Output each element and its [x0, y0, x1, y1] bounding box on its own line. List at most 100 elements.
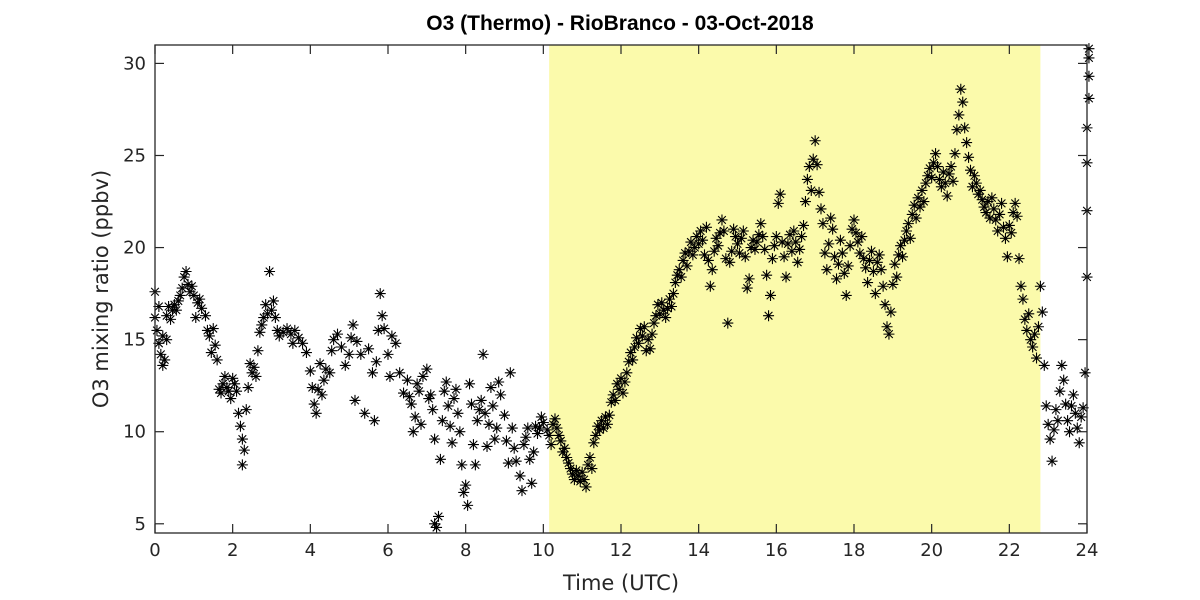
data-point — [289, 324, 301, 336]
data-point — [794, 243, 806, 255]
data-point — [920, 177, 932, 189]
data-point — [335, 341, 347, 353]
data-point — [611, 378, 623, 390]
data-point — [770, 231, 782, 243]
data-point — [893, 249, 905, 261]
data-point — [1083, 70, 1095, 82]
data-point — [831, 273, 843, 285]
data-point — [366, 367, 378, 379]
data-point — [308, 398, 320, 410]
data-point — [716, 214, 728, 226]
data-point — [359, 407, 371, 419]
data-point — [506, 422, 518, 434]
data-point — [1005, 227, 1017, 239]
data-point — [537, 417, 549, 429]
data-point — [829, 251, 841, 263]
data-point — [743, 273, 755, 285]
data-point — [698, 249, 710, 261]
data-point — [584, 451, 596, 463]
data-point — [405, 398, 417, 410]
chart-title: O3 (Thermo) - RioBranco - 03-Oct-2018 — [426, 12, 814, 35]
data-point — [999, 232, 1011, 244]
data-point — [1048, 424, 1060, 436]
data-point — [188, 289, 200, 301]
x-tick-label: 24 — [1076, 540, 1099, 561]
data-point — [840, 289, 852, 301]
data-point — [504, 367, 516, 379]
data-point — [897, 251, 909, 263]
data-point — [759, 243, 771, 255]
data-point — [834, 234, 846, 246]
data-point — [766, 253, 778, 265]
data-point — [817, 218, 829, 230]
data-point — [207, 323, 219, 335]
data-point — [867, 266, 879, 278]
data-point — [254, 326, 266, 338]
data-point — [933, 173, 945, 185]
data-point — [456, 459, 468, 471]
data-point — [574, 475, 586, 487]
data-point — [250, 370, 262, 382]
data-point — [603, 409, 615, 421]
data-point — [621, 367, 633, 379]
data-point — [815, 203, 827, 215]
data-point — [706, 264, 718, 276]
data-point — [444, 420, 456, 432]
data-point — [324, 367, 336, 379]
data-point — [398, 387, 410, 399]
data-point — [192, 297, 204, 309]
data-point — [852, 236, 864, 248]
data-point — [155, 348, 167, 360]
data-point — [479, 407, 491, 419]
data-point — [864, 254, 876, 266]
data-point — [792, 256, 804, 268]
data-point — [297, 337, 309, 349]
data-point — [881, 321, 893, 333]
data-point — [1050, 404, 1062, 416]
data-point — [332, 328, 344, 340]
data-point — [895, 240, 907, 252]
data-point — [778, 251, 790, 263]
data-point — [996, 197, 1008, 209]
data-point — [662, 302, 674, 314]
data-point — [856, 231, 868, 243]
data-point — [972, 188, 984, 200]
data-point — [1029, 328, 1041, 340]
data-point — [264, 266, 276, 278]
data-point — [898, 234, 910, 246]
data-point — [774, 188, 786, 200]
x-tick-label: 2 — [227, 540, 238, 561]
data-point — [221, 382, 233, 394]
data-point — [887, 278, 899, 290]
data-point — [664, 293, 676, 305]
data-point — [209, 339, 221, 351]
data-point — [351, 335, 363, 347]
data-point — [753, 229, 765, 241]
data-point — [836, 247, 848, 259]
x-tick-label: 12 — [610, 540, 633, 561]
data-point — [860, 262, 872, 274]
data-point — [232, 407, 244, 419]
x-tick-label: 22 — [998, 540, 1021, 561]
data-point — [970, 177, 982, 189]
data-point — [679, 247, 691, 259]
data-point — [1013, 253, 1025, 265]
data-point — [446, 437, 458, 449]
data-point — [545, 439, 557, 451]
data-point — [178, 271, 190, 283]
data-point — [976, 194, 988, 206]
data-point — [623, 356, 635, 368]
data-point — [1079, 367, 1091, 379]
data-point — [423, 393, 435, 405]
data-point — [757, 231, 769, 243]
data-point — [450, 383, 462, 395]
data-point — [728, 223, 740, 235]
data-point — [215, 387, 227, 399]
x-tick-label: 20 — [920, 540, 943, 561]
data-point — [739, 251, 751, 263]
data-point — [702, 254, 714, 266]
data-point — [194, 293, 206, 305]
data-point — [650, 310, 662, 322]
data-point — [916, 184, 928, 196]
